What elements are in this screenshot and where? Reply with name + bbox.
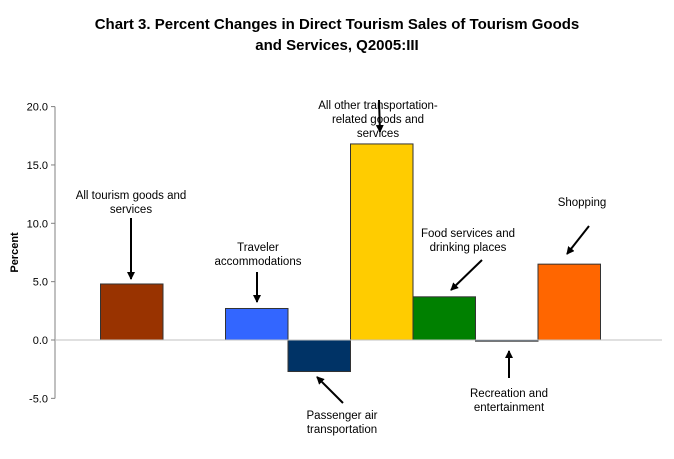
bar-4 bbox=[412, 296, 476, 341]
y-tick-label: -5.0 bbox=[29, 393, 48, 405]
annotation-arrow bbox=[375, 99, 384, 133]
bar-1 bbox=[225, 307, 289, 341]
bar-6 bbox=[537, 263, 601, 341]
y-tick-label: 10.0 bbox=[27, 218, 48, 230]
bar-2 bbox=[287, 339, 351, 373]
y-tick-label: 5.0 bbox=[33, 277, 48, 289]
annotation-label: All tourism goods and bbox=[76, 190, 187, 202]
annotation-arrow bbox=[566, 225, 590, 255]
annotation-label: entertainment bbox=[474, 402, 545, 414]
annotation-label: services bbox=[357, 128, 399, 140]
annotation-label: transportation bbox=[307, 424, 377, 436]
y-tick-label: 15.0 bbox=[27, 160, 48, 172]
y-tick-label: 20.0 bbox=[27, 102, 48, 114]
title-line-1: Chart 3. Percent Changes in Direct Touri… bbox=[94, 16, 580, 33]
annotation-label: Traveler bbox=[237, 242, 279, 254]
annotation-label: accommodations bbox=[215, 256, 302, 268]
bar-3 bbox=[350, 143, 414, 341]
annotation-label: services bbox=[110, 204, 152, 216]
annotation-label: Food services and bbox=[421, 228, 515, 240]
chart-title: Chart 3. Percent Changes in Direct Touri… bbox=[0, 14, 674, 56]
annotation-label: drinking places bbox=[430, 242, 507, 254]
title-line-2: and Services, Q2005:III bbox=[255, 37, 419, 54]
annotation-label: Passenger air bbox=[307, 410, 378, 422]
annotation-label: related goods and bbox=[332, 114, 424, 126]
annotation-label: All other transportation- bbox=[318, 100, 438, 112]
y-tick-label: 0.0 bbox=[33, 335, 48, 347]
annotation-label: Recreation and bbox=[470, 388, 548, 400]
bar-0 bbox=[100, 283, 164, 341]
annotation-arrow bbox=[450, 259, 483, 291]
annotation-arrow bbox=[316, 376, 344, 404]
annotation-label: Shopping bbox=[558, 197, 607, 209]
y-axis-label: Percent bbox=[9, 232, 21, 273]
